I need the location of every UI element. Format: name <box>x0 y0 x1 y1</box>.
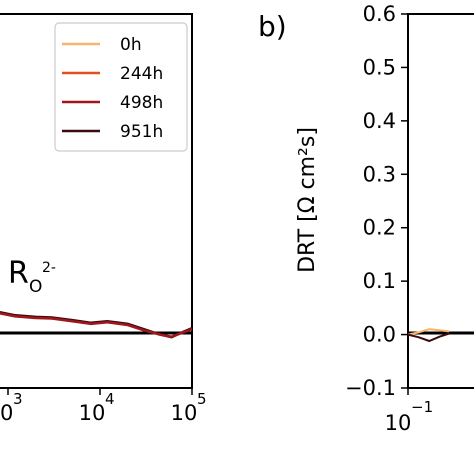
annotation-sup: 2- <box>42 260 56 276</box>
annotation-sub: O <box>29 277 42 297</box>
legend-items: 0h 244h 498h 951h <box>62 35 163 142</box>
legend-label-951h: 951h <box>120 122 163 142</box>
right-plot-frame <box>407 13 474 389</box>
right-y-ticks: −0.1 0.0 0.1 0.2 0.3 0.4 0.5 0.6 <box>345 2 408 400</box>
right-x-ticks: 10−1 <box>385 388 433 435</box>
y-tick-label: −0.1 <box>345 376 396 400</box>
right-x-tick-exponent: −1 <box>411 398 433 416</box>
left-x-tick-exponent: 3 <box>13 390 23 408</box>
annotation-r: R <box>8 256 29 291</box>
left-x-ticks: 103104105 <box>0 388 207 425</box>
left-x-tick-label: 10 <box>0 401 13 425</box>
y-tick-label: 0.3 <box>363 162 396 186</box>
panel-label-b: b) <box>258 10 287 43</box>
right-series-951h <box>407 332 450 343</box>
right-series-0h <box>407 328 450 336</box>
right-series-group <box>407 328 450 343</box>
y-axis-label: DRT [Ω cm²s] <box>295 127 320 273</box>
left-x-tick-label: 10 <box>79 401 106 425</box>
right-x-tick-label: 10 <box>385 411 412 435</box>
y-tick-label: 0.2 <box>363 216 396 240</box>
left-x-tick-exponent: 4 <box>105 390 115 408</box>
legend-box <box>54 22 188 152</box>
legend-label-498h: 498h <box>120 93 163 113</box>
y-tick-label: 0.1 <box>363 269 396 293</box>
left-x-tick-label: 10 <box>171 401 198 425</box>
left-plot-frame <box>0 13 193 389</box>
y-tick-label: 0.0 <box>363 323 396 347</box>
legend: 0h 244h 498h 951h <box>54 22 188 152</box>
legend-label-0h: 0h <box>120 35 142 55</box>
right-panel: b) −0.1 0.0 0.1 0.2 0.3 0.4 0.5 0.6 10−1 DRT [Ω… <box>258 2 474 435</box>
y-tick-label: 0.6 <box>363 2 396 26</box>
left-series-group <box>0 311 193 339</box>
left-series-498h <box>0 312 193 338</box>
y-tick-label: 0.5 <box>363 55 396 79</box>
y-tick-label: 0.4 <box>363 109 396 133</box>
legend-label-244h: 244h <box>120 64 163 84</box>
left-x-tick-exponent: 5 <box>197 390 207 408</box>
